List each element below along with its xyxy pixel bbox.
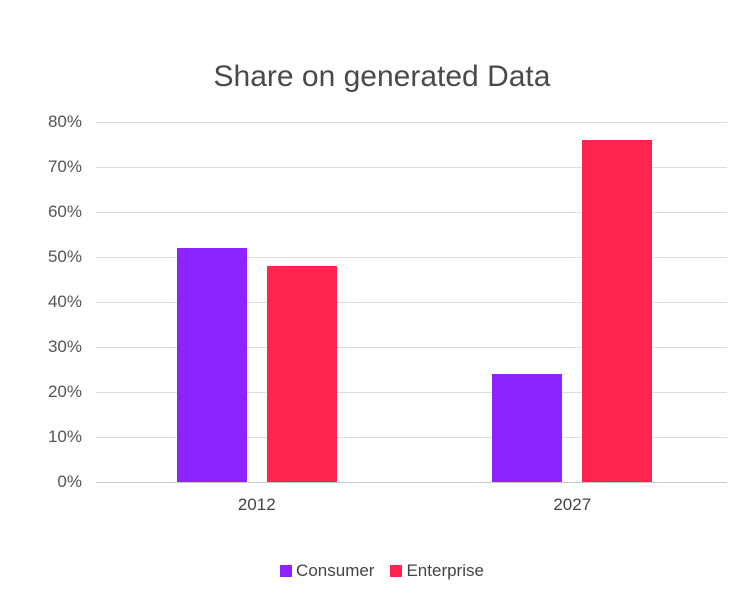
gridline (96, 392, 727, 393)
gridline (96, 167, 727, 168)
gridline (96, 437, 727, 438)
y-tick-label: 50% (47, 247, 82, 266)
y-tick-label: 80% (47, 112, 82, 131)
gridline (96, 482, 727, 483)
bar-consumer-2027 (492, 374, 563, 482)
chart-title: Share on generated Data (213, 60, 551, 93)
x-tick-label: 2027 (553, 495, 592, 514)
x-tick-label: 2012 (237, 495, 276, 514)
gridline (96, 212, 727, 213)
legend-item-consumer: Consumer (280, 561, 374, 581)
y-tick-label: 0% (57, 472, 82, 491)
gridline (96, 302, 727, 303)
y-tick-label: 30% (47, 337, 82, 356)
legend: Consumer Enterprise (0, 561, 734, 581)
bar-enterprise-2012 (266, 266, 337, 482)
y-tick-label: 40% (47, 292, 82, 311)
gridline (96, 122, 727, 123)
y-tick-label: 60% (47, 202, 82, 221)
legend-swatch-icon (280, 565, 293, 577)
legend-label: Enterprise (406, 561, 484, 580)
bar-enterprise-2027 (582, 140, 653, 482)
y-tick-label: 70% (47, 157, 82, 176)
legend-label: Consumer (296, 561, 375, 580)
bar-consumer-2012 (176, 248, 247, 482)
gridline (96, 347, 727, 348)
y-tick-label: 20% (47, 382, 82, 401)
y-tick-label: 10% (47, 427, 82, 446)
plot-area (96, 122, 727, 483)
legend-swatch-icon (390, 565, 403, 577)
gridline (96, 257, 727, 258)
legend-item-enterprise: Enterprise (390, 561, 484, 581)
